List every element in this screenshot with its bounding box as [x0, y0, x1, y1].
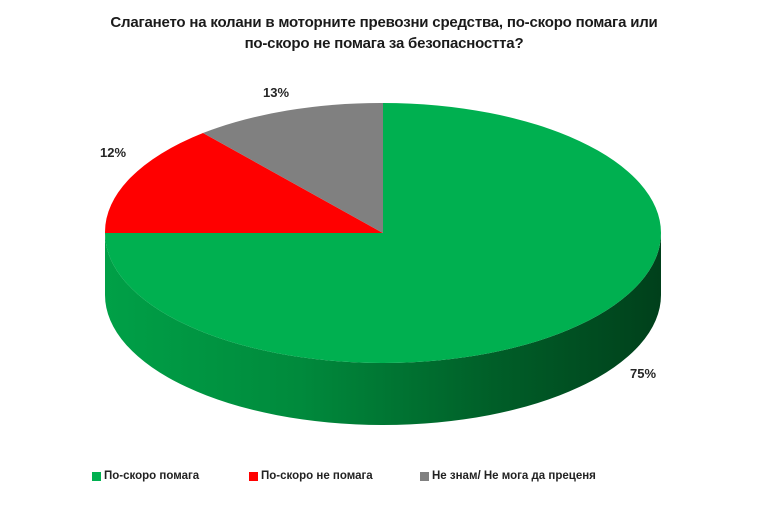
pie-slice-ne-znam[interactable]	[203, 102, 383, 234]
legend-label: Не знам/ Не мога да преценя	[432, 470, 596, 482]
legend-item-ne-pomaga: По-скоро не помага	[249, 470, 373, 482]
data-label-ne-znam: 13%	[263, 85, 289, 100]
chart-title-line-2: по-скоро не помага за безопасността?	[244, 35, 524, 52]
pie-side-pomaga	[105, 233, 661, 425]
legend-swatch-red	[249, 471, 258, 481]
legend-swatch-gray	[420, 471, 429, 481]
pie-slice-ne-pomaga[interactable]	[104, 133, 384, 233]
legend-swatch-green	[92, 471, 101, 481]
chart-title-line-1: Слагането на колани в моторните превозни…	[110, 14, 658, 31]
data-label-pomaga: 75%	[630, 366, 656, 381]
legend-label: По-скоро не помага	[261, 470, 373, 482]
chart-title: Слагането на колани в моторните превозни…	[0, 12, 768, 54]
legend-label: По-скоро помага	[104, 470, 200, 482]
legend-item-ne-znam: Не знам/ Не мога да преценя	[420, 470, 596, 482]
legend-item-pomaga: По-скоро помага	[92, 470, 199, 482]
data-label-ne-pomaga: 12%	[100, 145, 126, 160]
chart-legend: По-скоро помага По-скоро не помага Не зн…	[0, 470, 768, 490]
